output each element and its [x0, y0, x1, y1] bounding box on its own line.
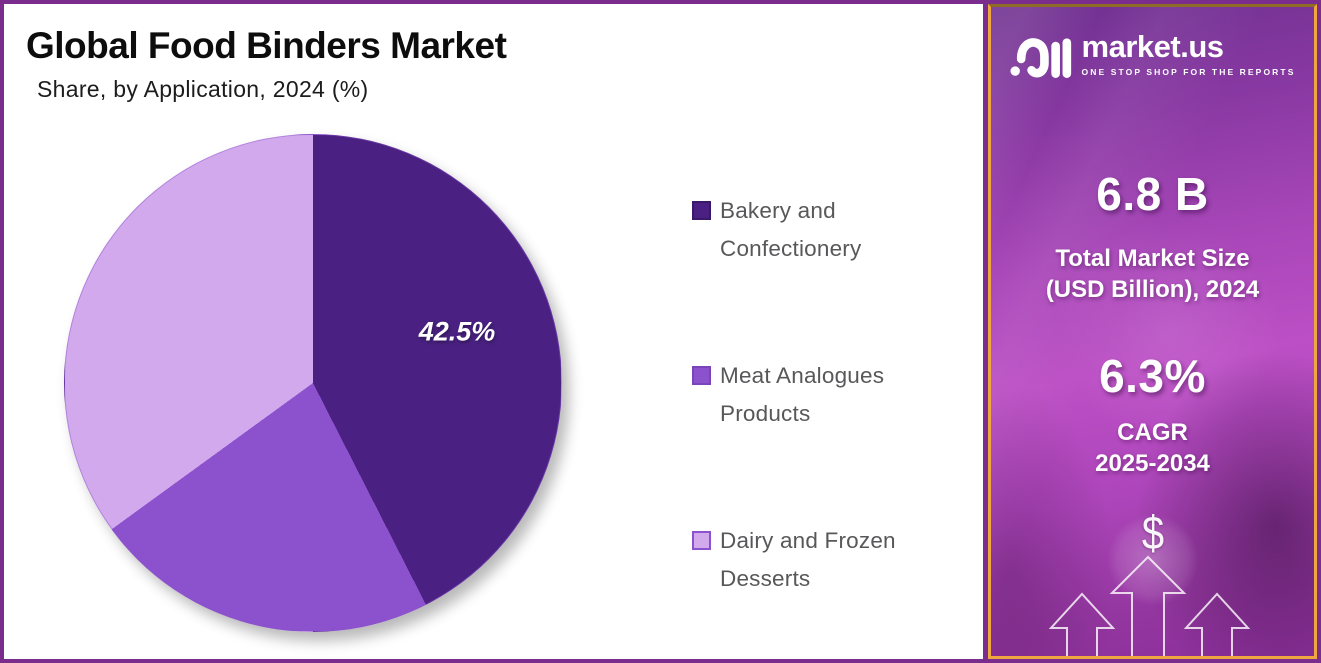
legend-label: Bakery and Confectionery [720, 198, 862, 261]
legend-item-dairy: Dairy and Frozen Desserts [692, 522, 952, 598]
cagr-label-line2: 2025-2034 [1095, 450, 1210, 477]
pie-slice-data-label: 42.5% [418, 316, 496, 347]
legend-swatch-meat-icon [692, 366, 711, 385]
market-size-label-line1: Total Market Size [1055, 245, 1250, 272]
cagr-value: 6.3% [1099, 350, 1206, 402]
chart-header: Global Food Binders Market Share, by App… [4, 4, 983, 103]
pie-chart-area: 42.5% Bakery and Confectionery Meat Anal… [4, 4, 983, 659]
market-size-label: Total Market Size (USD Billion), 2024 [1046, 243, 1259, 305]
legend-swatch-dairy-icon [692, 531, 711, 550]
brand-sidebar: market.us ONE STOP SHOP FOR THE REPORTS … [988, 4, 1317, 659]
brand-tagline: ONE STOP SHOP FOR THE REPORTS [1081, 66, 1296, 77]
chart-legend: Bakery and Confectionery Meat Analogues … [692, 192, 952, 598]
market-size-label-line2: (USD Billion), 2024 [1045, 276, 1260, 303]
legend-item-meat: Meat Analogues Products [692, 357, 952, 433]
cagr-label: CAGR 2025-2034 [1095, 417, 1210, 479]
dollar-icon: $ [1141, 506, 1164, 559]
brand-logo: market.us ONE STOP SHOP FOR THE REPORTS [1009, 29, 1296, 85]
pie-chart: 42.5% [64, 134, 562, 632]
brand-name: market.us [1081, 29, 1224, 64]
legend-item-bakery: Bakery and Confectionery [692, 192, 952, 268]
page-subtitle: Share, by Application, 2024 (%) [37, 75, 369, 102]
chart-panel: Global Food Binders Market Share, by App… [4, 4, 988, 659]
legend-label: Dairy and Frozen Desserts [720, 528, 896, 591]
growth-arrows-icon [1048, 555, 1251, 656]
market-us-logo-icon [1009, 38, 1071, 78]
page-title: Global Food Binders Market [26, 25, 507, 66]
cagr-label-line1: CAGR [1117, 419, 1188, 446]
dollar-graphic: $ [1107, 505, 1198, 605]
legend-swatch-bakery-icon [692, 201, 711, 220]
cup-circle-icon [1107, 515, 1198, 605]
market-size-value: 6.8 B [1096, 168, 1209, 220]
legend-label: Meat Analogues Products [720, 363, 885, 426]
